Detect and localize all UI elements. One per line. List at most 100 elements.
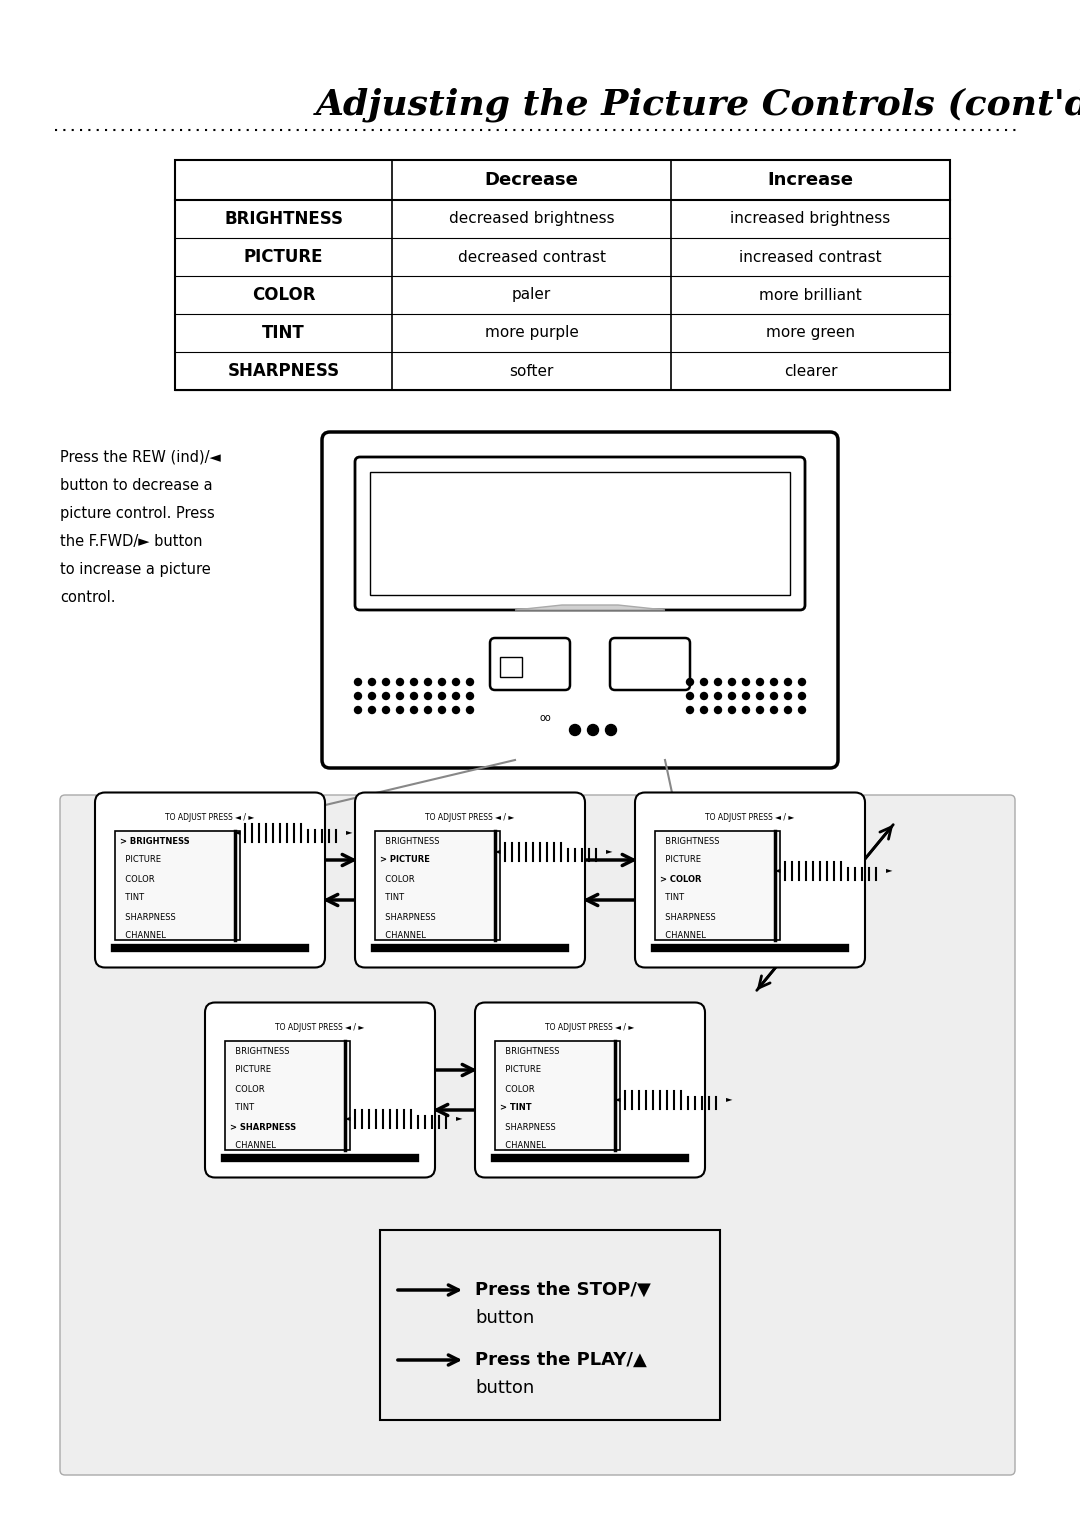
Text: TO ADJUST PRESS ◄ / ►: TO ADJUST PRESS ◄ / ► <box>705 813 795 822</box>
Text: decreased brightness: decreased brightness <box>448 211 615 226</box>
Text: TO ADJUST PRESS ◄ / ►: TO ADJUST PRESS ◄ / ► <box>275 1022 365 1031</box>
Text: Press the STOP/▼: Press the STOP/▼ <box>475 1280 651 1299</box>
Text: BRIGHTNESS: BRIGHTNESS <box>660 836 719 845</box>
Bar <box>114 831 240 940</box>
Circle shape <box>715 678 721 686</box>
Text: Decrease: Decrease <box>485 171 579 189</box>
Circle shape <box>424 706 432 714</box>
Text: CHANNEL: CHANNEL <box>660 932 706 941</box>
Polygon shape <box>515 605 665 610</box>
Text: PICTURE: PICTURE <box>230 1065 271 1074</box>
Circle shape <box>770 692 778 700</box>
Circle shape <box>770 678 778 686</box>
Circle shape <box>798 706 806 714</box>
Bar <box>375 831 500 940</box>
Circle shape <box>424 692 432 700</box>
Text: > TINT: > TINT <box>500 1103 531 1112</box>
Circle shape <box>424 678 432 686</box>
Circle shape <box>756 706 764 714</box>
Circle shape <box>798 678 806 686</box>
FancyBboxPatch shape <box>205 1002 435 1178</box>
Circle shape <box>396 692 404 700</box>
Circle shape <box>687 692 693 700</box>
Circle shape <box>467 678 473 686</box>
Circle shape <box>396 678 404 686</box>
Circle shape <box>368 692 376 700</box>
Circle shape <box>368 678 376 686</box>
Text: control.: control. <box>60 590 116 605</box>
Circle shape <box>453 678 459 686</box>
Circle shape <box>784 692 792 700</box>
Circle shape <box>743 706 750 714</box>
Text: SHARPNESS: SHARPNESS <box>228 362 339 380</box>
Bar <box>175 160 950 390</box>
Text: BRIGHTNESS: BRIGHTNESS <box>224 209 343 228</box>
Circle shape <box>569 724 581 735</box>
Text: > SHARPNESS: > SHARPNESS <box>230 1123 296 1132</box>
Circle shape <box>396 706 404 714</box>
Circle shape <box>438 706 446 714</box>
Text: SHARPNESS: SHARPNESS <box>660 912 716 921</box>
Text: picture control. Press: picture control. Press <box>60 506 215 521</box>
Text: PICTURE: PICTURE <box>660 856 701 865</box>
Text: SHARPNESS: SHARPNESS <box>380 912 435 921</box>
Text: ►: ► <box>346 828 352 836</box>
Text: increased contrast: increased contrast <box>739 249 881 264</box>
Text: COLOR: COLOR <box>500 1085 535 1094</box>
Text: Adjusting the Picture Controls (cont'd)  27: Adjusting the Picture Controls (cont'd) … <box>316 87 1080 122</box>
Circle shape <box>588 724 598 735</box>
Text: PICTURE: PICTURE <box>120 856 161 865</box>
Circle shape <box>382 706 390 714</box>
Bar <box>654 831 780 940</box>
Text: BRIGHTNESS: BRIGHTNESS <box>380 836 440 845</box>
Text: ◄: ◄ <box>613 1094 620 1103</box>
Text: BRIGHTNESS: BRIGHTNESS <box>230 1047 289 1056</box>
Circle shape <box>453 706 459 714</box>
Text: oo: oo <box>539 714 551 723</box>
Circle shape <box>410 692 418 700</box>
Circle shape <box>743 692 750 700</box>
Circle shape <box>467 706 473 714</box>
Text: COLOR: COLOR <box>230 1085 265 1094</box>
Text: to increase a picture: to increase a picture <box>60 562 211 578</box>
Text: CHANNEL: CHANNEL <box>230 1141 275 1151</box>
Text: ◄: ◄ <box>494 847 500 856</box>
Text: TO ADJUST PRESS ◄ / ►: TO ADJUST PRESS ◄ / ► <box>426 813 515 822</box>
Circle shape <box>798 692 806 700</box>
Text: increased brightness: increased brightness <box>730 211 891 226</box>
Circle shape <box>354 678 362 686</box>
Text: ◄: ◄ <box>343 1114 350 1123</box>
Circle shape <box>368 706 376 714</box>
Text: > BRIGHTNESS: > BRIGHTNESS <box>120 836 190 845</box>
Text: TINT: TINT <box>120 894 144 903</box>
Circle shape <box>701 678 707 686</box>
Circle shape <box>467 692 473 700</box>
Text: COLOR: COLOR <box>380 874 415 883</box>
FancyBboxPatch shape <box>475 1002 705 1178</box>
Text: SHARPNESS: SHARPNESS <box>500 1123 556 1132</box>
Text: TINT: TINT <box>380 894 404 903</box>
Circle shape <box>729 706 735 714</box>
Text: Press the REW (ind)/◄: Press the REW (ind)/◄ <box>60 451 220 465</box>
Text: > PICTURE: > PICTURE <box>380 856 430 865</box>
Text: Press the PLAY/▲: Press the PLAY/▲ <box>475 1351 647 1369</box>
Text: clearer: clearer <box>784 364 837 379</box>
Text: ►: ► <box>726 1094 732 1103</box>
FancyBboxPatch shape <box>355 793 585 967</box>
Circle shape <box>756 678 764 686</box>
Text: paler: paler <box>512 287 551 303</box>
Circle shape <box>606 724 617 735</box>
Text: CHANNEL: CHANNEL <box>120 932 166 941</box>
Text: ►: ► <box>456 1114 462 1123</box>
Text: PICTURE: PICTURE <box>244 248 323 266</box>
Text: TINT: TINT <box>660 894 684 903</box>
Circle shape <box>438 678 446 686</box>
Bar <box>380 1230 720 1420</box>
Circle shape <box>770 706 778 714</box>
Text: decreased contrast: decreased contrast <box>458 249 606 264</box>
Text: more brilliant: more brilliant <box>759 287 862 303</box>
Circle shape <box>701 692 707 700</box>
Circle shape <box>354 706 362 714</box>
Circle shape <box>701 706 707 714</box>
Circle shape <box>715 692 721 700</box>
